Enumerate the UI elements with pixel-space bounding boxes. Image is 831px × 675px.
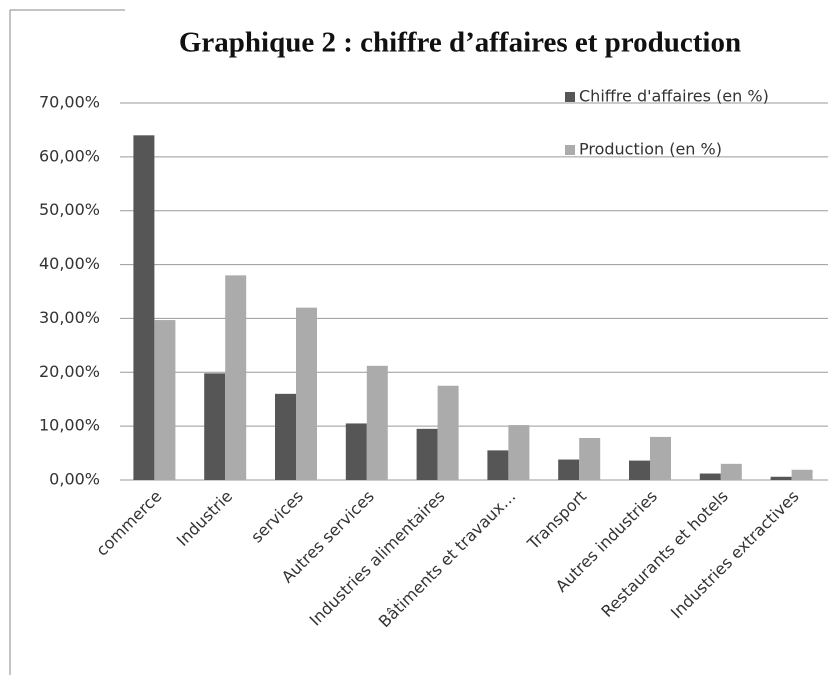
- chart-title: Graphique 2 : chiffre d’affaires et prod…: [179, 27, 741, 59]
- y-tick-label: 10,00%: [39, 416, 100, 435]
- x-tick-label: Restaurants et hotels: [597, 487, 731, 621]
- legend-swatch: [565, 92, 575, 102]
- bar: [225, 275, 247, 480]
- bar: [699, 473, 721, 480]
- x-tick-label: commerce: [92, 487, 165, 560]
- y-tick-label: 70,00%: [39, 93, 100, 112]
- bar: [416, 428, 438, 480]
- y-tick-label: 20,00%: [39, 362, 100, 381]
- x-tick-label: Industries alimentaires: [306, 487, 449, 630]
- bar: [791, 469, 813, 480]
- x-tick-label: Transport: [523, 487, 590, 554]
- bar: [650, 436, 671, 480]
- x-tick-label: Industries extractives: [667, 487, 803, 623]
- x-tick-label: Bâtiments et travaux…: [375, 487, 520, 632]
- legend-label: Production (en %): [579, 140, 722, 159]
- bar: [345, 423, 367, 480]
- bar: [558, 459, 580, 480]
- bar: [579, 437, 601, 480]
- y-tick-label: 60,00%: [39, 146, 100, 165]
- bar: [770, 476, 792, 480]
- legend-swatch: [565, 145, 575, 155]
- bar: [296, 307, 317, 480]
- bar: [508, 425, 530, 480]
- y-tick-label: 50,00%: [39, 200, 100, 219]
- bar: [154, 320, 176, 480]
- x-tick-label: services: [247, 487, 307, 547]
- y-tick-label: 0,00%: [49, 470, 100, 489]
- bar: [366, 365, 388, 480]
- y-tick-label: 40,00%: [39, 254, 100, 273]
- bar: [275, 393, 296, 480]
- bar: [487, 450, 509, 480]
- x-tick-label: Industrie: [173, 487, 236, 550]
- bar: [629, 460, 650, 480]
- bar: [720, 463, 742, 480]
- bar: [133, 135, 155, 481]
- bar: [204, 373, 226, 480]
- bar: [437, 385, 459, 480]
- y-tick-label: 30,00%: [39, 308, 100, 327]
- legend-label: Chiffre d'affaires (en %): [579, 87, 769, 106]
